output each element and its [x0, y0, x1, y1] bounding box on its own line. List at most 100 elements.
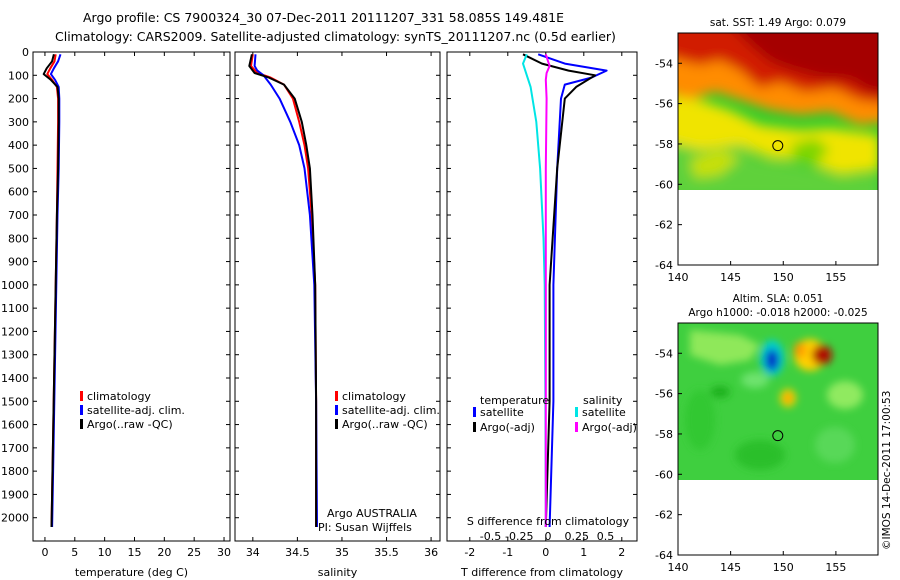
x-axis-label: salinity — [318, 566, 358, 579]
x-tick-label: 2 — [618, 546, 625, 559]
difference-profile-panel: -2 -1 0 1 2 T difference from climatology temp… — [446, 51, 638, 579]
x-tick-label: -1 — [502, 546, 513, 559]
y-tick-label: 1000 — [1, 279, 29, 292]
map-x-tick-label: 150 — [773, 561, 794, 574]
x-tick-label: 0 — [542, 546, 549, 559]
legend-swatch — [80, 391, 83, 401]
x-tick-label: 5 — [71, 546, 78, 559]
y-tick-label: 400 — [8, 139, 29, 152]
y-tick-label: 800 — [8, 232, 29, 245]
series-line-temperature-argo-adj- — [522, 53, 597, 528]
salinity-diff-tick-label: -0.25 — [505, 530, 533, 543]
imos-credit: ©IMOS 14-Dec-2011 17:00:53 — [881, 391, 893, 550]
legend-label: satellite — [480, 406, 524, 419]
temperature-profile-panel: 0100200300400500600700800900100011001200… — [1, 46, 231, 579]
sla-map-image — [678, 323, 878, 480]
legend-swatch — [80, 419, 83, 429]
legend-label: satellite-adj. clim. — [342, 404, 440, 417]
legend-heading-temperature: temperature — [480, 394, 549, 407]
sla-map-title: Altim. SLA: 0.051 — [733, 293, 824, 305]
y-tick-label: 2000 — [1, 512, 29, 525]
x-tick-label: 15 — [127, 546, 141, 559]
figure-title-line1: Argo profile: CS 7900324_30 07-Dec-2011 … — [83, 10, 564, 25]
y-tick-label: 1900 — [1, 488, 29, 501]
map-y-tick-label: -58 — [655, 428, 673, 441]
map-y-tick-label: -54 — [655, 347, 673, 360]
y-tick-label: 1200 — [1, 325, 29, 338]
y-tick-label: 0 — [22, 46, 29, 59]
legend-label: Argo(..raw -QC) — [342, 418, 428, 431]
legend-swatch — [473, 422, 476, 432]
plot-frame — [234, 51, 441, 542]
map-y-tick-label: -62 — [655, 509, 673, 522]
map-x-tick-label: 140 — [668, 271, 689, 284]
series-line-argo-raw-qc- — [42, 54, 60, 528]
legend-swatch — [335, 405, 338, 415]
series-line-climatology — [250, 54, 318, 527]
y-tick-label: 200 — [8, 93, 29, 106]
x-tick-label: 35 — [335, 546, 349, 559]
sla-map-panel: Altim. SLA: 0.051 Argo h1000: -0.018 h20… — [655, 293, 879, 574]
legend-swatch — [335, 391, 338, 401]
plot-frame — [446, 51, 638, 542]
map-x-tick-label: 140 — [668, 561, 689, 574]
map-y-tick-label: -56 — [655, 388, 673, 401]
y-tick-label: 700 — [8, 209, 29, 222]
x-axis-label: temperature (deg C) — [75, 566, 188, 579]
series-line-salinity-argo-adj- — [544, 53, 551, 527]
plot-frame — [32, 51, 231, 542]
legend-swatch — [335, 419, 338, 429]
map-y-tick-label: -54 — [655, 57, 673, 70]
salinity-diff-tick-label: 0.25 — [565, 530, 590, 543]
sla-argo-location-marker — [772, 430, 784, 442]
legend-label: climatology — [87, 390, 151, 403]
x-tick-label: 1 — [580, 546, 587, 559]
legend-label: satellite-adj. clim. — [87, 404, 185, 417]
legend-label: Argo(..raw -QC) — [87, 418, 173, 431]
y-tick-label: 1500 — [1, 395, 29, 408]
series-line-temperature-satellite — [537, 53, 608, 528]
legend-swatch — [473, 407, 476, 417]
map-y-tick-label: -58 — [655, 138, 673, 151]
x-tick-label: 34.5 — [285, 546, 310, 559]
sst-map-title: sat. SST: 1.49 Argo: 0.079 — [710, 17, 846, 29]
argo-country-note: Argo AUSTRALIA — [327, 507, 417, 520]
map-x-tick-label: 155 — [825, 271, 846, 284]
map-y-tick-label: -60 — [655, 468, 673, 481]
figure-title-line2: Climatology: CARS2009. Satellite-adjuste… — [55, 29, 616, 44]
x-tick-label: 10 — [98, 546, 112, 559]
y-tick-label: 1800 — [1, 465, 29, 478]
sst-argo-location-marker — [772, 140, 784, 152]
x-tick-label: 34 — [246, 546, 260, 559]
y-tick-label: 900 — [8, 256, 29, 269]
map-x-tick-label: 150 — [773, 271, 794, 284]
y-tick-label: 1700 — [1, 442, 29, 455]
map-y-tick-label: -56 — [655, 98, 673, 111]
legend-label: Argo(-adj) — [480, 421, 535, 434]
map-x-tick-label: 145 — [720, 271, 741, 284]
salinity-diff-tick-label: 0.5 — [597, 530, 615, 543]
map-x-tick-label: 155 — [825, 561, 846, 574]
x-tick-label: 36 — [424, 546, 438, 559]
map-y-tick-label: -62 — [655, 219, 673, 232]
legend-swatch — [575, 407, 578, 417]
argo-pi-note: PI: Susan Wijffels — [318, 521, 412, 534]
y-tick-label: 1100 — [1, 302, 29, 315]
map-y-tick-label: -60 — [655, 178, 673, 191]
map-x-tick-label: 145 — [720, 561, 741, 574]
sla-map-subtitle: Argo h1000: -0.018 h2000: -0.025 — [688, 307, 867, 319]
y-tick-label: 1300 — [1, 349, 29, 362]
sst-map-image — [678, 33, 878, 190]
map-y-tick-label: -64 — [655, 549, 673, 562]
y-tick-label: 1400 — [1, 372, 29, 385]
x-tick-label: 25 — [187, 546, 201, 559]
legend-label: climatology — [342, 390, 406, 403]
x-tick-label: 35.5 — [374, 546, 399, 559]
x-tick-label: -2 — [464, 546, 475, 559]
salinity-profile-panel: 34 34.5 35 35.5 36 salinity climatologysatelli… — [234, 51, 441, 579]
y-tick-label: 500 — [8, 162, 29, 175]
x-tick-label: 20 — [157, 546, 171, 559]
legend-heading-salinity: salinity — [583, 394, 623, 407]
x-tick-label: 0 — [41, 546, 48, 559]
